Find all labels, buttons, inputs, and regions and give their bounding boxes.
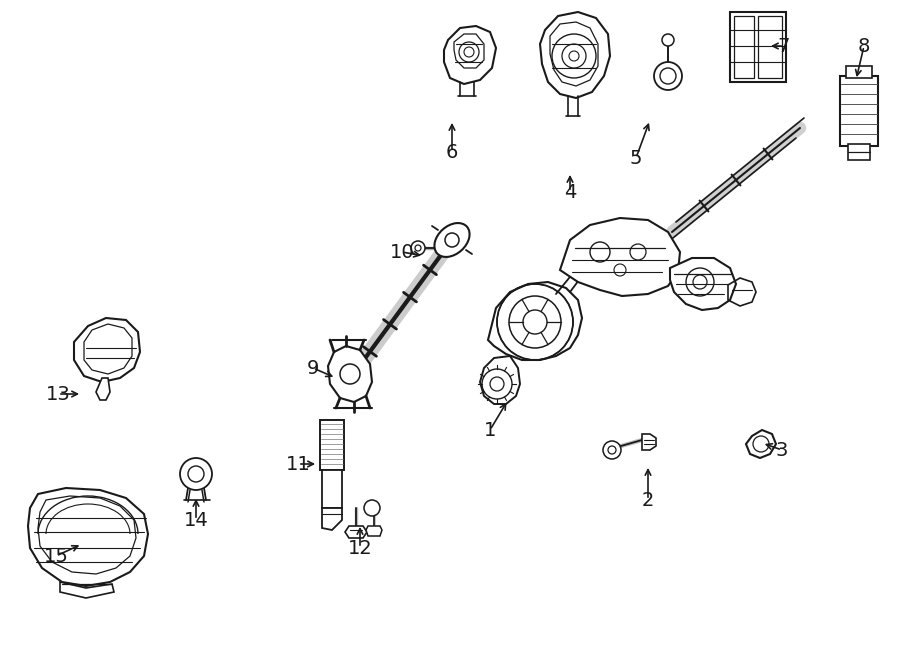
Text: 15: 15 [43, 547, 68, 565]
Text: 12: 12 [347, 538, 373, 557]
Circle shape [662, 34, 674, 46]
Polygon shape [322, 508, 342, 530]
Polygon shape [28, 488, 148, 586]
Text: 9: 9 [307, 359, 320, 377]
Circle shape [445, 233, 459, 247]
Polygon shape [60, 582, 114, 598]
Circle shape [411, 241, 425, 255]
Ellipse shape [435, 223, 470, 257]
Polygon shape [96, 378, 110, 400]
Bar [840, 76, 878, 146]
Polygon shape [746, 430, 776, 458]
Text: 1: 1 [484, 420, 496, 440]
Text: 5: 5 [630, 148, 643, 167]
Bar [848, 144, 870, 160]
Polygon shape [366, 526, 382, 536]
Text: 8: 8 [858, 36, 870, 56]
Text: 4: 4 [563, 183, 576, 201]
Bar [320, 420, 344, 470]
Polygon shape [74, 318, 140, 382]
Bar [758, 16, 782, 78]
Text: 13: 13 [46, 385, 70, 404]
Polygon shape [328, 346, 372, 402]
Circle shape [340, 364, 360, 384]
Circle shape [603, 441, 621, 459]
Text: 2: 2 [642, 491, 654, 510]
Polygon shape [540, 12, 610, 98]
Bar [322, 470, 342, 508]
Polygon shape [670, 258, 736, 310]
Text: 14: 14 [184, 510, 209, 530]
Text: 11: 11 [285, 455, 310, 473]
Polygon shape [480, 356, 520, 404]
Polygon shape [642, 434, 656, 450]
Text: 3: 3 [776, 440, 788, 459]
Polygon shape [440, 242, 452, 254]
Text: 7: 7 [778, 36, 790, 56]
Circle shape [364, 500, 380, 516]
Circle shape [523, 310, 547, 334]
Polygon shape [444, 26, 496, 84]
Polygon shape [345, 526, 367, 538]
Circle shape [180, 458, 212, 490]
Bar [730, 12, 786, 82]
Polygon shape [560, 218, 680, 296]
Bar [734, 16, 754, 78]
Bar [846, 66, 872, 78]
Polygon shape [488, 282, 582, 360]
Text: 6: 6 [446, 142, 458, 162]
Text: 10: 10 [390, 242, 414, 261]
Circle shape [654, 62, 682, 90]
